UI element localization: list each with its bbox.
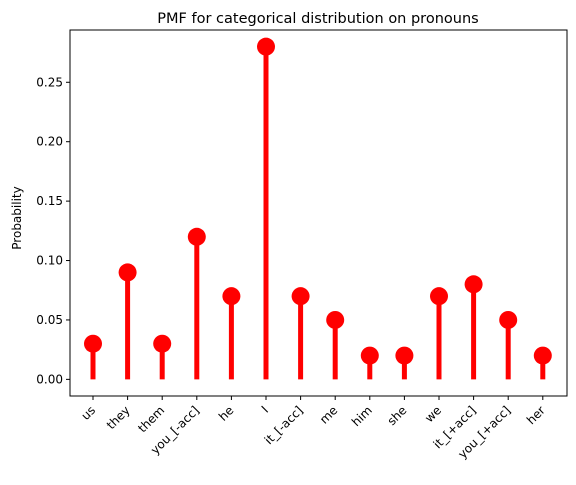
stem-marker — [118, 263, 137, 282]
x-tick-label: I — [259, 403, 271, 415]
x-tick-label: them — [135, 403, 167, 435]
y-tick-label: 0.00 — [36, 372, 63, 386]
y-tick-label: 0.10 — [36, 254, 63, 268]
stem-marker — [257, 37, 275, 56]
x-tick-label: they — [104, 403, 133, 432]
x-tick-label: he — [216, 403, 237, 424]
stem-marker — [395, 346, 414, 365]
stem-marker — [533, 346, 552, 365]
y-axis-ticks: 0.00 0.05 0.10 0.15 0.20 0.25 — [36, 75, 70, 386]
stem-marker — [84, 334, 102, 353]
x-tick-label: me — [317, 403, 340, 426]
stem-marker — [222, 287, 241, 306]
stem-marker — [430, 287, 448, 306]
y-tick-label: 0.05 — [36, 313, 63, 327]
y-tick-label: 0.25 — [36, 75, 63, 89]
x-tick-label: we — [422, 403, 444, 425]
y-axis-label: Probability — [10, 186, 24, 249]
stem-marker — [187, 227, 206, 246]
y-tick-label: 0.15 — [36, 194, 63, 208]
x-tick-label: it_[-acc] — [262, 403, 306, 447]
stem-marker — [464, 275, 483, 294]
stem-marker — [499, 310, 518, 329]
plot-area-frame — [69, 29, 568, 397]
x-tick-label: she — [385, 403, 410, 428]
stem-marker — [153, 334, 172, 353]
stem-series — [84, 37, 552, 380]
stem-marker — [291, 287, 310, 306]
stem-marker — [360, 346, 379, 365]
y-tick-label: 0.20 — [36, 135, 63, 149]
chart-title: PMF for categorical distribution on pron… — [157, 11, 478, 27]
x-tick-label: us — [78, 403, 98, 423]
x-tick-label: him — [349, 403, 375, 429]
x-tick-label: her — [524, 403, 548, 427]
stem-marker — [326, 310, 345, 329]
